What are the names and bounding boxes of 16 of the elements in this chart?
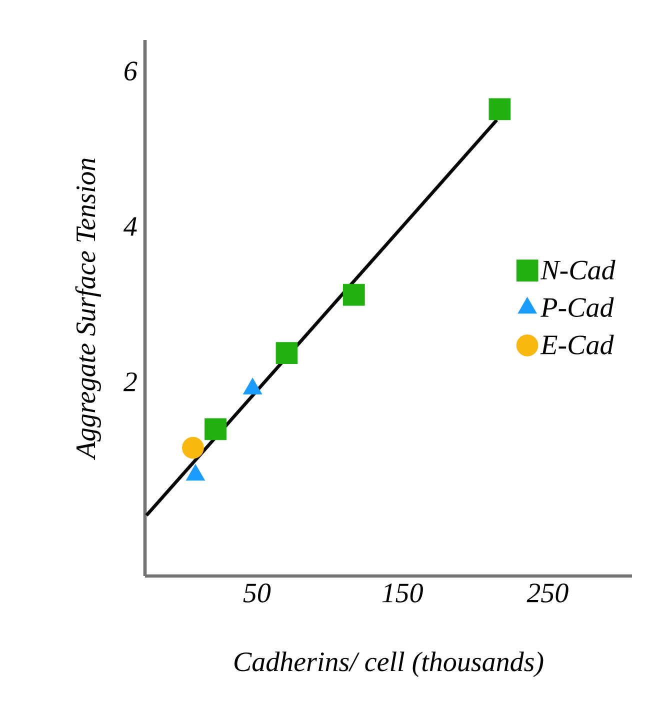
point <box>342 284 365 306</box>
y-tick-label: 6 <box>124 62 138 80</box>
point <box>488 98 511 120</box>
point <box>182 436 204 459</box>
x-tick-label: 250 <box>526 584 568 602</box>
y-axis-title: Aggregate Surface Tension <box>75 158 101 460</box>
x-axis-title: Cadherins/ cell (thousands) <box>234 652 544 677</box>
point <box>204 418 226 440</box>
x-tick-label: 50 <box>243 584 271 602</box>
y-tick-label: 2 <box>123 372 137 392</box>
legend-label: P-Cad <box>540 297 614 318</box>
x-tick-label: 150 <box>382 584 423 602</box>
legend-label: E-Cad <box>540 334 614 354</box>
legend-label: N-Cad <box>540 260 616 280</box>
y-tick-label: 4 <box>124 217 137 236</box>
point <box>276 342 298 364</box>
